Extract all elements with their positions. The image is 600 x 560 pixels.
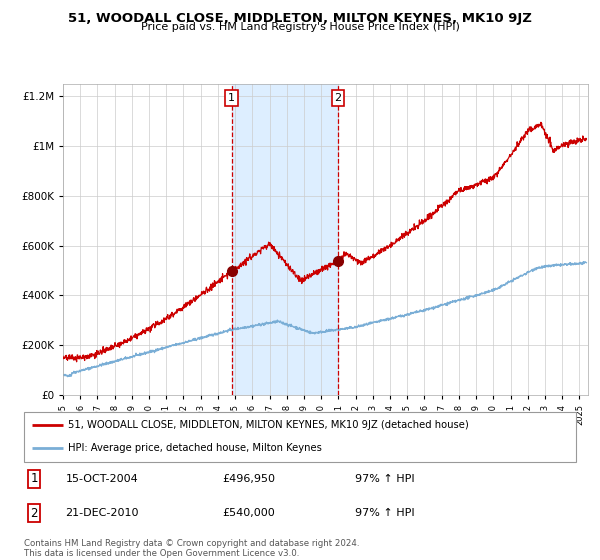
Text: 2: 2 [334, 93, 341, 103]
Text: 21-DEC-2010: 21-DEC-2010 [65, 508, 139, 518]
Text: 51, WOODALL CLOSE, MIDDLETON, MILTON KEYNES, MK10 9JZ (detached house): 51, WOODALL CLOSE, MIDDLETON, MILTON KEY… [68, 420, 469, 430]
Bar [232, 84, 338, 395]
Text: Price paid vs. HM Land Registry's House Price Index (HPI): Price paid vs. HM Land Registry's House … [140, 22, 460, 32]
Text: 97% ↑ HPI: 97% ↑ HPI [355, 474, 415, 484]
Text: £496,950: £496,950 [223, 474, 276, 484]
Text: 97% ↑ HPI: 97% ↑ HPI [355, 508, 415, 518]
Text: HPI: Average price, detached house, Milton Keynes: HPI: Average price, detached house, Milt… [68, 444, 322, 454]
Text: 2: 2 [30, 507, 38, 520]
Text: 1: 1 [228, 93, 235, 103]
Text: £540,000: £540,000 [223, 508, 275, 518]
Text: Contains HM Land Registry data © Crown copyright and database right 2024.
This d: Contains HM Land Registry data © Crown c… [24, 539, 359, 558]
FancyBboxPatch shape [24, 412, 576, 462]
Text: 51, WOODALL CLOSE, MIDDLETON, MILTON KEYNES, MK10 9JZ: 51, WOODALL CLOSE, MIDDLETON, MILTON KEY… [68, 12, 532, 25]
Text: 1: 1 [30, 473, 38, 486]
Text: 15-OCT-2004: 15-OCT-2004 [65, 474, 138, 484]
